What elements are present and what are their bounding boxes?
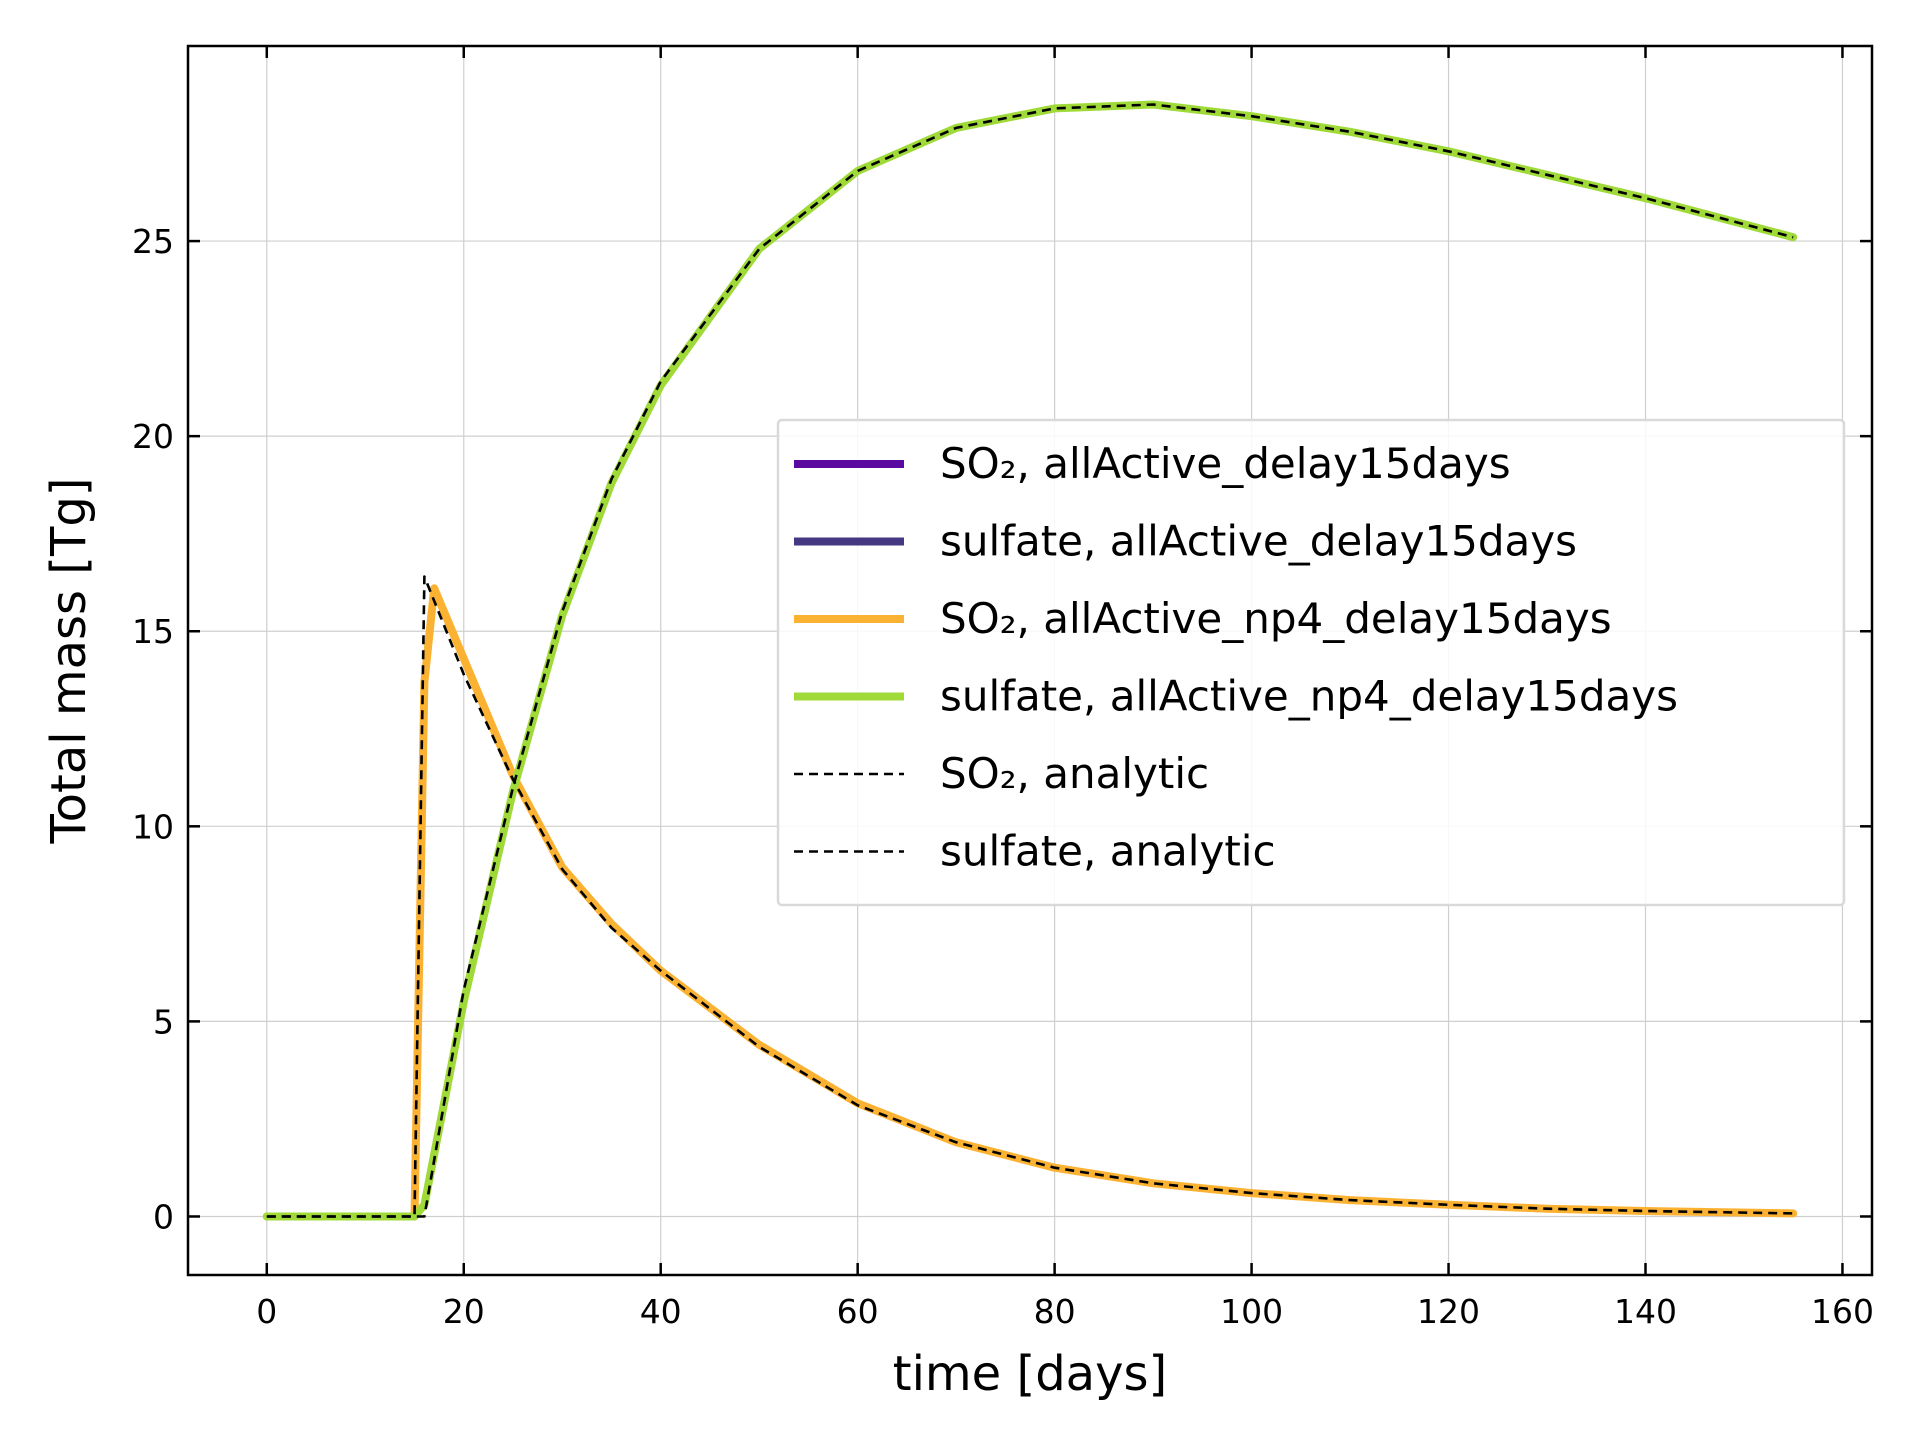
x-tick-label: 100 xyxy=(1220,1292,1283,1331)
y-tick-label: 0 xyxy=(153,1197,174,1236)
legend-box xyxy=(776,418,1846,907)
y-axis-label: Total mass [Tg] xyxy=(41,477,97,844)
legend-label-so2_allactive: SO₂, allActive_delay15days xyxy=(940,439,1511,488)
legend-label-so2_analytic: SO₂, analytic xyxy=(940,749,1209,798)
legend: SO₂, allActive_delay15days sulfate, allAc… xyxy=(776,418,1846,907)
y-tick-label: 5 xyxy=(153,1002,174,1041)
x-tick-label: 0 xyxy=(256,1292,277,1331)
legend-label-so2_np4: SO₂, allActive_np4_delay15days xyxy=(940,594,1612,643)
x-tick-label: 60 xyxy=(837,1292,879,1331)
y-tick-label: 20 xyxy=(132,417,174,456)
y-tick-label: 10 xyxy=(132,807,174,846)
legend-label-sulfate_analytic: sulfate, analytic xyxy=(940,827,1276,876)
legend-label-sulfate_allactive: sulfate, allActive_delay15days xyxy=(940,517,1577,566)
legend-label-sulfate_np4: sulfate, allActive_np4_delay15days xyxy=(940,672,1678,721)
y-tick-label: 15 xyxy=(132,612,174,651)
x-tick-label: 80 xyxy=(1034,1292,1076,1331)
series-line-so2_analytic xyxy=(266,575,1794,1218)
x-tick-label: 120 xyxy=(1417,1292,1480,1331)
plot-frame xyxy=(186,44,1874,1277)
x-axis-label: time [days] xyxy=(893,1346,1167,1402)
x-tick-label: 40 xyxy=(640,1292,682,1331)
x-tick-label: 160 xyxy=(1811,1292,1874,1331)
ticks: 0 20 40 60 80 100 120 140 160 0 5 10 15 20 25 xyxy=(132,46,1874,1331)
x-tick-label: 20 xyxy=(443,1292,485,1331)
series-layer xyxy=(262,100,1798,1221)
series-line-sulfate_analytic xyxy=(266,103,1794,1218)
x-tick-label: 140 xyxy=(1614,1292,1677,1331)
y-tick-label: 25 xyxy=(132,222,174,261)
